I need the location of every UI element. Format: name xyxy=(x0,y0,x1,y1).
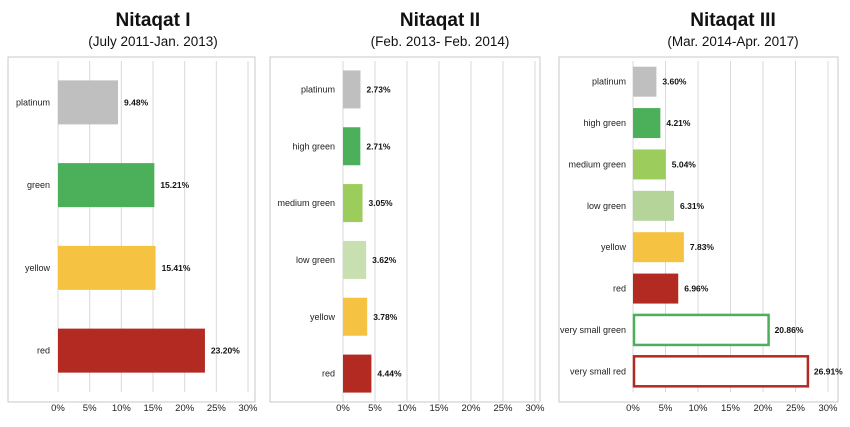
bar-yellow xyxy=(343,297,368,336)
category-label: red xyxy=(613,284,626,294)
x-tick-label: 5% xyxy=(368,403,382,414)
bar-green xyxy=(58,163,155,208)
chart-title: Nitaqat III xyxy=(690,10,776,31)
chart-subtitle: (July 2011-Jan. 2013) xyxy=(88,34,218,49)
data-label: 6.96% xyxy=(684,284,709,294)
category-label: high green xyxy=(292,141,335,151)
x-tick-label: 25% xyxy=(786,403,806,414)
data-label: 5.04% xyxy=(672,159,697,169)
category-label: very small green xyxy=(560,325,626,335)
bar-red xyxy=(633,273,679,304)
bar-yellow xyxy=(58,245,156,290)
data-label: 3.78% xyxy=(373,312,398,322)
x-tick-label: 0% xyxy=(51,403,65,414)
bar-very-small-red xyxy=(632,355,810,388)
category-label: platinum xyxy=(16,97,50,107)
data-label: 3.60% xyxy=(662,77,687,87)
category-label: platinum xyxy=(301,84,335,94)
bar-medium-green xyxy=(343,184,363,223)
data-label: 4.21% xyxy=(666,118,691,128)
category-label: medium green xyxy=(277,198,335,208)
panel-border xyxy=(558,56,839,403)
category-label: high green xyxy=(583,118,626,128)
x-tick-label: 10% xyxy=(688,403,708,414)
chart-title: Nitaqat II xyxy=(400,10,480,31)
bar-red xyxy=(58,328,205,373)
panel-border xyxy=(7,56,256,403)
data-label: 2.71% xyxy=(366,141,391,151)
bar-very-small-green xyxy=(632,313,770,347)
x-tick-label: 30% xyxy=(525,403,545,414)
data-label: 20.86% xyxy=(775,325,804,335)
x-tick-label: 0% xyxy=(626,403,640,414)
bar-platinum xyxy=(343,70,361,109)
data-label: 15.21% xyxy=(160,180,189,190)
category-label: yellow xyxy=(25,263,51,273)
category-label: yellow xyxy=(310,312,336,322)
data-label: 7.83% xyxy=(690,242,715,252)
x-tick-label: 20% xyxy=(175,403,195,414)
data-label: 23.20% xyxy=(211,346,240,356)
category-label: red xyxy=(322,369,335,379)
bar-red xyxy=(343,354,372,393)
x-tick-label: 25% xyxy=(493,403,513,414)
category-label: red xyxy=(37,346,50,356)
bar-high-green xyxy=(343,127,361,166)
chart-title: Nitaqat I xyxy=(116,10,191,31)
x-tick-label: 20% xyxy=(753,403,773,414)
bar-platinum xyxy=(633,66,657,97)
data-label: 3.62% xyxy=(372,255,397,265)
x-tick-label: 30% xyxy=(238,403,258,414)
bar-low-green xyxy=(343,240,367,279)
category-label: low green xyxy=(296,255,335,265)
bar-platinum xyxy=(58,80,119,125)
data-label: 6.31% xyxy=(680,201,705,211)
category-label: very small red xyxy=(570,366,626,376)
data-label: 3.05% xyxy=(369,198,394,208)
category-label: medium green xyxy=(568,159,626,169)
bar-high-green xyxy=(633,108,661,139)
x-tick-label: 5% xyxy=(659,403,673,414)
chart-subtitle: (Feb. 2013- Feb. 2014) xyxy=(371,34,510,49)
data-label: 2.73% xyxy=(366,84,391,94)
category-label: low green xyxy=(587,201,626,211)
chart-subtitle: (Mar. 2014-Apr. 2017) xyxy=(667,34,798,49)
data-label: 26.91% xyxy=(814,366,843,376)
data-label: 4.44% xyxy=(377,369,402,379)
x-tick-label: 15% xyxy=(721,403,741,414)
panel-border xyxy=(269,56,541,403)
category-label: green xyxy=(27,180,50,190)
x-tick-label: 5% xyxy=(83,403,97,414)
bar-low-green xyxy=(633,190,675,221)
x-tick-label: 15% xyxy=(429,403,449,414)
chart-panel-1: Nitaqat I (July 2011-Jan. 2013) 0% 5% 10% 15%… xyxy=(7,10,258,414)
x-tick-label: 10% xyxy=(112,403,132,414)
x-tick-label: 30% xyxy=(818,403,838,414)
data-label: 15.41% xyxy=(162,263,191,273)
x-tick-label: 10% xyxy=(397,403,417,414)
bar-yellow xyxy=(633,232,684,263)
chart-panel-2: Nitaqat II (Feb. 2013- Feb. 2014) 0% 5% 10% 1… xyxy=(269,10,545,414)
category-label: platinum xyxy=(592,77,626,87)
x-tick-label: 20% xyxy=(461,403,481,414)
category-label: yellow xyxy=(601,242,627,252)
x-tick-label: 15% xyxy=(143,403,163,414)
bar-medium-green xyxy=(633,149,666,180)
chart-panel-3: Nitaqat III (Mar. 2014-Apr. 2017) 0% 5% 10% 1… xyxy=(558,10,843,414)
data-label: 9.48% xyxy=(124,97,149,107)
x-tick-label: 25% xyxy=(207,403,227,414)
x-tick-label: 0% xyxy=(336,403,350,414)
